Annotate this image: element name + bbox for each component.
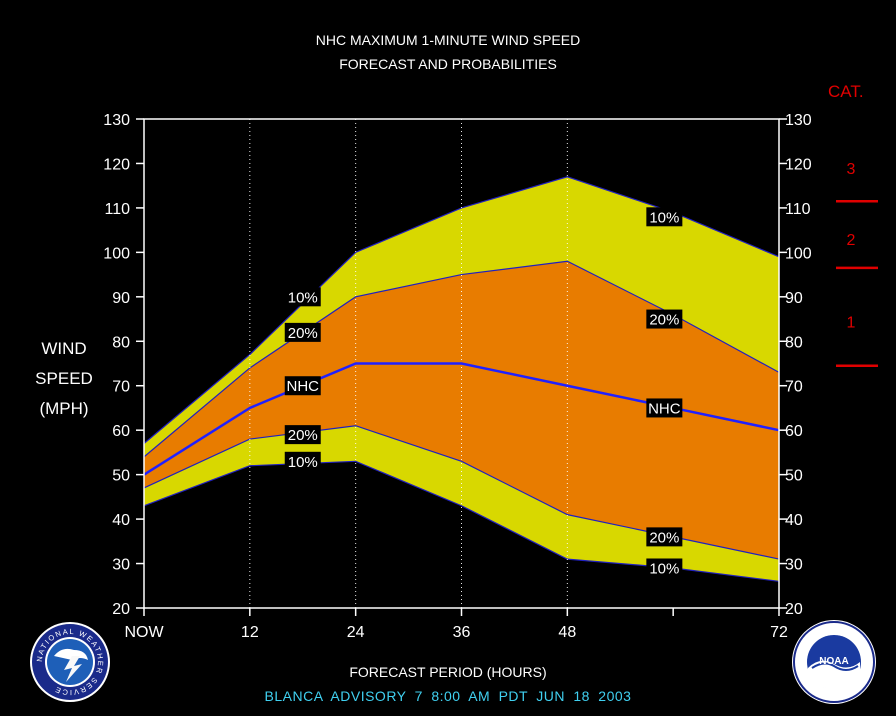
y-axis-label-units: (MPH) — [39, 399, 89, 418]
y-axis-label-wind: WIND — [41, 339, 87, 358]
noaa-logo-text: NOAA — [819, 656, 848, 667]
category-label-1: 1 — [847, 314, 856, 331]
y-tick-label-right-130: 130 — [785, 112, 812, 129]
x-tick-label-72: 72 — [770, 624, 788, 641]
annotation-label-1: 20% — [288, 325, 318, 342]
annotation-bg-5 — [646, 207, 683, 227]
annotation-label-6: 20% — [649, 312, 679, 329]
y-tick-label-right-20: 20 — [785, 601, 803, 618]
y-tick-label-right-50: 50 — [785, 468, 803, 485]
y-tick-label-left-50: 50 — [112, 468, 130, 485]
y-tick-label-left-110: 110 — [104, 201, 130, 218]
x-tick-label-48: 48 — [558, 624, 576, 641]
y-tick-label-right-80: 80 — [785, 334, 803, 351]
x-tick-label-36: 36 — [453, 624, 471, 641]
y-tick-label-left-60: 60 — [112, 423, 130, 440]
y-tick-label-right-40: 40 — [785, 512, 803, 529]
x-tick-label-now: NOW — [124, 624, 164, 641]
x-tick-label-12: 12 — [241, 624, 259, 641]
chart-title-line-1: NHC MAXIMUM 1-MINUTE WIND SPEED — [315, 32, 581, 48]
annotation-bg-1 — [284, 322, 321, 342]
annotation-label-9: 10% — [649, 560, 679, 577]
annotation-label-5: 10% — [649, 209, 679, 226]
y-tick-label-left-80: 80 — [112, 334, 130, 351]
y-tick-label-left-100: 100 — [103, 245, 130, 262]
annotation-label-7: NHC — [648, 400, 681, 417]
annotation-label-8: 20% — [649, 529, 679, 546]
annotation-bg-2 — [284, 376, 321, 396]
annotation-bg-0 — [284, 287, 321, 307]
annotation-label-0: 10% — [288, 289, 318, 306]
y-tick-label-right-60: 60 — [785, 423, 803, 440]
category-label-3: 3 — [847, 161, 856, 178]
nws-logo-icon: NATIONAL WEATHER SERVICE — [30, 622, 110, 702]
y-tick-label-left-20: 20 — [112, 601, 130, 618]
annotation-bg-4 — [284, 451, 321, 471]
x-tick-label-24: 24 — [347, 624, 365, 641]
advisory-line: BLANCA ADVISORY 7 8:00 AM PDT JUN 18 200… — [264, 688, 632, 704]
y-tick-label-right-100: 100 — [785, 245, 812, 262]
y-tick-label-right-110: 110 — [785, 201, 811, 218]
annotation-label-3: 20% — [288, 427, 318, 444]
y-axis-label-speed: SPEED — [35, 369, 93, 388]
annotation-bg-9 — [646, 558, 683, 578]
annotation-bg-8 — [646, 527, 683, 547]
y-tick-label-right-30: 30 — [785, 557, 803, 574]
x-axis-label: FORECAST PERIOD (HOURS) — [349, 664, 547, 680]
y-tick-label-left-30: 30 — [112, 557, 130, 574]
y-tick-label-right-120: 120 — [785, 156, 812, 173]
category-key-title: CAT. — [828, 82, 864, 101]
y-tick-label-right-70: 70 — [785, 379, 803, 396]
noaa-logo-icon: NOAA — [792, 620, 876, 704]
annotation-bg-7 — [646, 398, 683, 418]
y-tick-label-left-90: 90 — [112, 290, 130, 307]
y-tick-label-left-70: 70 — [112, 379, 130, 396]
annotation-bg-6 — [646, 309, 683, 329]
y-tick-label-left-120: 120 — [103, 156, 130, 173]
chart-title-line-2: FORECAST AND PROBABILITIES — [339, 56, 557, 72]
y-tick-label-left-40: 40 — [112, 512, 130, 529]
annotation-label-4: 10% — [288, 454, 318, 471]
y-tick-label-left-130: 130 — [103, 112, 130, 129]
y-tick-label-right-90: 90 — [785, 290, 803, 307]
category-label-2: 2 — [847, 232, 856, 249]
annotation-bg-3 — [284, 425, 321, 445]
annotation-label-2: NHC — [287, 378, 320, 395]
